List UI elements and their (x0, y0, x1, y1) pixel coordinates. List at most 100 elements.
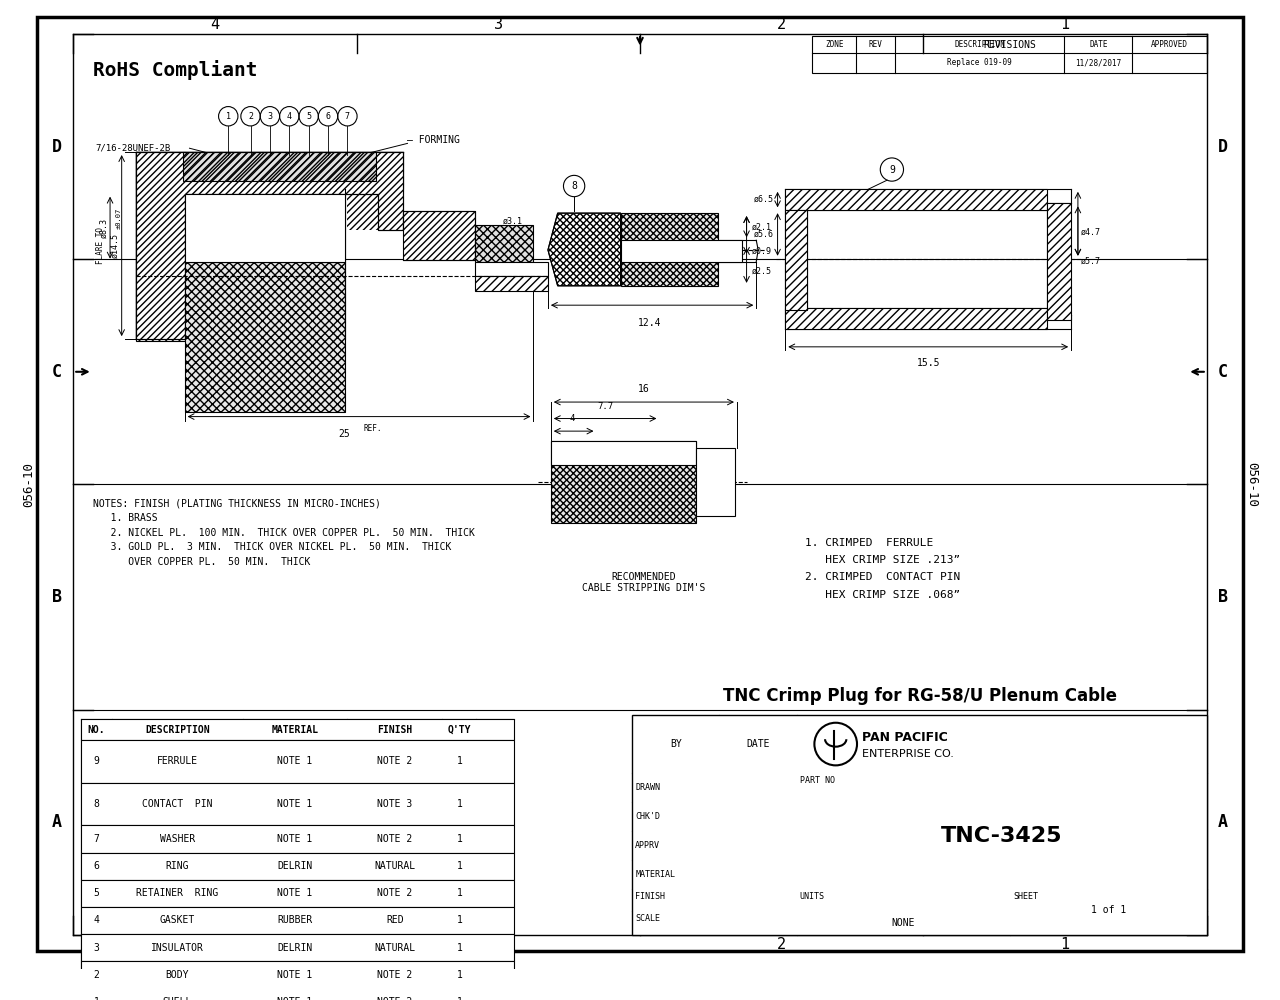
Bar (347, 152, 403, 230)
Text: A: A (1219, 813, 1229, 831)
Text: 7: 7 (344, 112, 349, 121)
Text: CONTACT  PIN: CONTACT PIN (142, 799, 212, 809)
Text: ø6.5: ø6.5 (754, 195, 773, 204)
Bar (183, 152, 376, 181)
Text: 1: 1 (457, 861, 462, 871)
Text: 16: 16 (637, 384, 650, 394)
Text: NOTE 1: NOTE 1 (278, 799, 312, 809)
Text: FLARE TO: FLARE TO (96, 227, 105, 264)
Text: NOTE 2: NOTE 2 (378, 756, 412, 766)
Text: 6: 6 (93, 861, 100, 871)
Text: MATERIAL: MATERIAL (271, 725, 319, 735)
Bar (81, 853, 515, 880)
Text: 1: 1 (457, 997, 462, 1000)
Text: 5: 5 (306, 112, 311, 121)
Bar (81, 880, 515, 907)
Text: REF.: REF. (364, 424, 383, 433)
Text: ±0.07: ±0.07 (116, 207, 122, 229)
Text: DRAWN: DRAWN (635, 783, 660, 792)
Text: 4: 4 (210, 17, 219, 32)
Text: 1. CRIMPED  FERRULE: 1. CRIMPED FERRULE (805, 538, 933, 548)
Text: 1: 1 (93, 997, 100, 1000)
Text: 15.5: 15.5 (916, 358, 941, 368)
Text: DATE: DATE (1089, 40, 1107, 49)
Text: NOTE 1: NOTE 1 (278, 888, 312, 898)
Text: D: D (51, 138, 61, 156)
Text: 1: 1 (457, 943, 462, 953)
Text: 6: 6 (325, 112, 330, 121)
Polygon shape (548, 213, 621, 286)
Bar (81, 988, 515, 1000)
Text: RoHS Compliant: RoHS Compliant (92, 60, 257, 80)
Bar (81, 740, 515, 783)
Text: NOTE 2: NOTE 2 (378, 970, 412, 980)
Text: C: C (51, 363, 61, 381)
Text: NOTE 1: NOTE 1 (278, 970, 312, 980)
Text: ø14.5: ø14.5 (111, 233, 120, 258)
Text: ENTERPRISE CO.: ENTERPRISE CO. (861, 749, 954, 759)
Text: 2: 2 (777, 937, 786, 952)
Text: DATE: DATE (746, 739, 771, 749)
Text: NATURAL: NATURAL (374, 943, 416, 953)
Text: 1: 1 (457, 915, 462, 925)
Text: 9: 9 (888, 165, 895, 175)
Text: RETAINER  RING: RETAINER RING (136, 888, 219, 898)
Text: 2: 2 (777, 17, 786, 32)
Bar (81, 825, 515, 853)
Bar (183, 152, 376, 181)
Text: 4: 4 (93, 915, 100, 925)
Text: REV: REV (869, 40, 882, 49)
Text: 056-10: 056-10 (22, 462, 35, 507)
Text: NONE: NONE (892, 918, 915, 928)
Text: 1: 1 (225, 112, 230, 121)
Bar (184, 194, 344, 262)
Text: 4: 4 (210, 937, 219, 952)
Text: 1: 1 (457, 834, 462, 844)
Text: 1: 1 (1061, 17, 1070, 32)
Text: RECOMMENDED: RECOMMENDED (612, 572, 676, 582)
Text: NOTE 2: NOTE 2 (378, 997, 412, 1000)
Text: 1: 1 (1061, 937, 1070, 952)
Text: 2: 2 (248, 112, 253, 121)
Text: ø4.6: ø4.6 (503, 238, 522, 247)
Text: 1: 1 (457, 970, 462, 980)
Bar (81, 934, 515, 961)
Text: 4: 4 (570, 414, 575, 423)
Text: PART NO: PART NO (800, 776, 835, 785)
Text: 5: 5 (93, 888, 100, 898)
Text: RUBBER: RUBBER (278, 915, 312, 925)
Text: 1. BRASS: 1. BRASS (92, 513, 157, 523)
Text: FINISH: FINISH (378, 725, 412, 735)
Text: PAN PACIFIC: PAN PACIFIC (861, 731, 947, 744)
Text: ø8.3: ø8.3 (99, 218, 108, 238)
Text: NATURAL: NATURAL (374, 861, 416, 871)
Text: 8: 8 (93, 799, 100, 809)
Text: REVISIONS: REVISIONS (983, 40, 1036, 50)
Bar (81, 961, 515, 988)
Text: UNITS: UNITS (800, 892, 824, 901)
Text: 4: 4 (287, 112, 292, 121)
Text: NOTE 2: NOTE 2 (378, 834, 412, 844)
Bar (475, 276, 548, 291)
Bar (403, 211, 475, 260)
Text: D: D (1219, 138, 1229, 156)
Text: CHK'D: CHK'D (635, 812, 660, 821)
Text: 2. NICKEL PL.  100 MIN.  THICK OVER COPPER PL.  50 MIN.  THICK: 2. NICKEL PL. 100 MIN. THICK OVER COPPER… (92, 528, 475, 538)
Text: ø5.7: ø5.7 (1080, 257, 1101, 266)
Bar (621, 240, 741, 262)
Text: — FORMING: — FORMING (407, 135, 461, 145)
Bar (632, 715, 1207, 935)
Text: ø0.9: ø0.9 (751, 246, 772, 255)
Bar (136, 152, 189, 339)
Text: Q'TY: Q'TY (448, 725, 471, 735)
Text: 2: 2 (93, 970, 100, 980)
Bar (550, 441, 696, 465)
Text: 8: 8 (571, 181, 577, 191)
Text: SHELL: SHELL (163, 997, 192, 1000)
Bar (813, 36, 1207, 73)
Text: 3: 3 (494, 937, 503, 952)
Text: APPRV: APPRV (635, 841, 660, 850)
Text: C: C (1219, 363, 1229, 381)
Text: 25: 25 (339, 429, 351, 439)
Text: HEX CRIMP SIZE .213”: HEX CRIMP SIZE .213” (805, 555, 960, 565)
